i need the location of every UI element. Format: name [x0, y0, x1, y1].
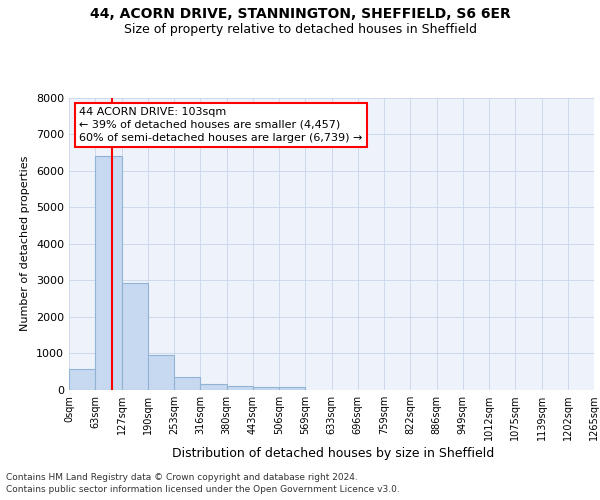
- Bar: [174, 377, 200, 390]
- Bar: [227, 386, 253, 390]
- Bar: [148, 354, 174, 390]
- Bar: [69, 369, 95, 390]
- Bar: [122, 283, 148, 390]
- Text: 44 ACORN DRIVE: 103sqm
← 39% of detached houses are smaller (4,457)
60% of semi-: 44 ACORN DRIVE: 103sqm ← 39% of detached…: [79, 106, 363, 143]
- Y-axis label: Number of detached properties: Number of detached properties: [20, 156, 31, 332]
- Text: 44, ACORN DRIVE, STANNINGTON, SHEFFIELD, S6 6ER: 44, ACORN DRIVE, STANNINGTON, SHEFFIELD,…: [89, 8, 511, 22]
- Bar: [279, 386, 305, 390]
- Text: Size of property relative to detached houses in Sheffield: Size of property relative to detached ho…: [124, 22, 476, 36]
- Bar: [200, 384, 227, 390]
- Bar: [95, 156, 122, 390]
- Text: Contains public sector information licensed under the Open Government Licence v3: Contains public sector information licen…: [6, 485, 400, 494]
- Text: Contains HM Land Registry data © Crown copyright and database right 2024.: Contains HM Land Registry data © Crown c…: [6, 472, 358, 482]
- Bar: [253, 386, 279, 390]
- Text: Distribution of detached houses by size in Sheffield: Distribution of detached houses by size …: [172, 448, 494, 460]
